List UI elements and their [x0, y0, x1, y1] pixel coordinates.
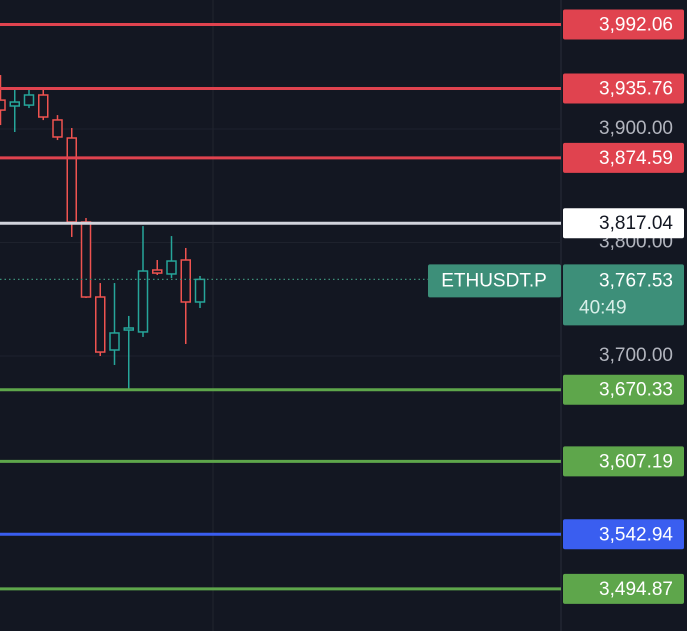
- level-label: 3,607.19: [599, 451, 673, 472]
- candle-body: [109, 332, 120, 351]
- y-tick-label: 3,700.00: [599, 345, 673, 366]
- y-tick-label: 3,900.00: [599, 118, 673, 139]
- level-label: 3,874.59: [599, 148, 673, 169]
- level-label-box: [563, 208, 684, 239]
- candle-body: [137, 270, 149, 333]
- countdown-label: 40:49: [579, 297, 627, 318]
- level-label: 3,670.33: [599, 380, 673, 401]
- level-label-box: [563, 142, 684, 173]
- symbol-label: ETHUSDT.P: [441, 270, 547, 291]
- level-label-box: [563, 573, 684, 604]
- level-label: 3,992.06: [599, 15, 673, 36]
- candle-body: [95, 296, 106, 353]
- candle-body: [152, 269, 163, 274]
- candle-body: [180, 259, 191, 303]
- candle-body: [23, 94, 35, 106]
- candle-body: [9, 101, 20, 107]
- level-label: 3,935.76: [599, 78, 673, 99]
- level-label: 3,542.94: [599, 524, 673, 545]
- level-label: 3,494.87: [599, 579, 673, 600]
- candle-body: [66, 137, 77, 223]
- candle-body: [194, 278, 206, 303]
- level-label-box: [563, 9, 684, 40]
- candle-body: [0, 99, 6, 111]
- candle-body: [166, 260, 177, 275]
- level-label-box: [563, 519, 684, 550]
- level-label-box: [563, 446, 684, 477]
- candle-body: [38, 94, 49, 118]
- last-price-box: [563, 264, 684, 326]
- level-label-box: [563, 374, 684, 405]
- level-label: 3,817.04: [599, 213, 673, 234]
- last-price-label: 3,767.53: [599, 270, 673, 291]
- symbol-box: [428, 264, 561, 298]
- candle-body: [80, 221, 92, 298]
- candle-body: [52, 119, 63, 138]
- level-label-box: [563, 73, 684, 104]
- candle-body: [123, 327, 134, 331]
